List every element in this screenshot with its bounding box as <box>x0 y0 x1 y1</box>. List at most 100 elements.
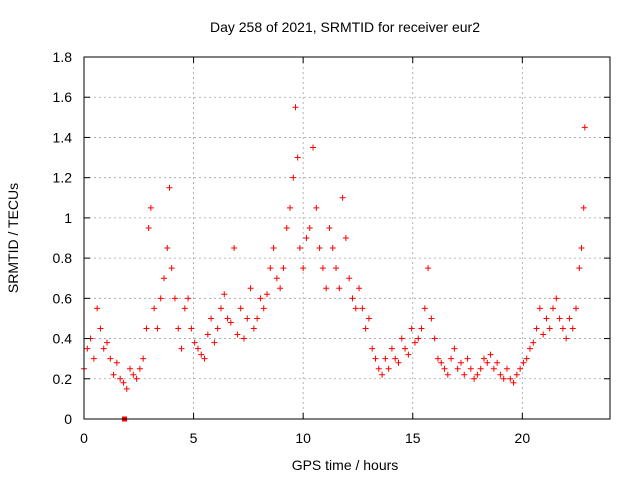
data-point <box>546 325 553 332</box>
data-point <box>240 335 247 342</box>
y-tick-label: 1.2 <box>53 170 73 186</box>
x-tick-label: 0 <box>80 430 88 446</box>
data-point <box>326 224 333 231</box>
data-point <box>523 355 530 362</box>
data-point <box>237 305 244 312</box>
data-point <box>490 365 497 372</box>
data-point <box>540 331 547 338</box>
data-point <box>441 365 448 372</box>
data-point <box>104 339 111 346</box>
data-point <box>352 305 359 312</box>
data-point <box>110 371 117 378</box>
data-point <box>451 345 458 352</box>
y-tick-label: 0.4 <box>53 331 73 347</box>
x-tick-label: 5 <box>190 430 198 446</box>
data-point <box>168 265 175 272</box>
data-point <box>388 345 395 352</box>
data-point <box>143 325 150 332</box>
data-point <box>254 315 261 322</box>
data-point <box>123 385 130 392</box>
x-tick-label: 20 <box>515 430 531 446</box>
data-point <box>221 291 228 298</box>
data-point <box>365 315 372 322</box>
data-point <box>201 355 208 362</box>
data-point <box>336 285 343 292</box>
data-point <box>379 371 386 378</box>
data-point <box>260 305 267 312</box>
data-point <box>194 345 201 352</box>
data-point <box>530 339 537 346</box>
data-point <box>520 359 527 366</box>
data-point <box>270 245 277 252</box>
data-point <box>581 124 588 131</box>
data-point <box>438 359 445 366</box>
data-point <box>140 355 147 362</box>
data-point <box>160 275 167 282</box>
data-point <box>136 365 143 372</box>
data-point <box>510 379 517 386</box>
data-point <box>559 325 566 332</box>
data-point <box>573 305 580 312</box>
data-point <box>90 355 97 362</box>
data-point <box>411 339 418 346</box>
chart-title: Day 258 of 2021, SRMTID for receiver eur… <box>210 19 480 35</box>
data-point <box>277 285 284 292</box>
data-point <box>306 224 313 231</box>
data-point <box>425 265 432 272</box>
data-point <box>533 325 540 332</box>
data-point <box>356 285 363 292</box>
y-tick-label: 0 <box>64 411 72 427</box>
x-tick-label: 15 <box>405 430 421 446</box>
data-point <box>273 275 280 282</box>
data-point <box>543 315 550 322</box>
data-point <box>359 305 366 312</box>
data-point <box>517 365 524 372</box>
data-point <box>395 359 402 366</box>
data-point <box>556 315 563 322</box>
data-point <box>385 365 392 372</box>
data-point <box>369 345 376 352</box>
data-point <box>100 345 107 352</box>
data-point <box>553 295 560 302</box>
data-point <box>97 325 104 332</box>
data-point <box>448 355 455 362</box>
data-point <box>151 305 158 312</box>
data-point <box>444 371 451 378</box>
data-point <box>405 351 412 358</box>
data-point <box>497 371 504 378</box>
data-point <box>484 359 491 366</box>
data-point <box>283 224 290 231</box>
x-tick-label: 10 <box>295 430 311 446</box>
data-point <box>133 375 140 382</box>
data-point <box>578 245 585 252</box>
data-point <box>507 375 514 382</box>
data-point <box>227 319 234 326</box>
data-point <box>434 355 441 362</box>
data-point <box>84 345 91 352</box>
data-point <box>362 325 369 332</box>
data-point <box>392 355 399 362</box>
data-point <box>536 305 543 312</box>
data-point <box>477 365 484 372</box>
data-point <box>166 184 173 191</box>
x-axis-title: GPS time / hours <box>292 457 399 473</box>
data-point <box>428 315 435 322</box>
data-point <box>292 104 299 111</box>
data-point <box>464 355 471 362</box>
data-point <box>569 325 576 332</box>
data-point <box>107 355 114 362</box>
tick-layer: 0 0.2 0.4 0.6 0.8 1 1.2 1.4 1.6 1.8 0 5 10 15 20 <box>53 49 610 446</box>
data-point <box>349 295 356 302</box>
data-point <box>208 315 215 322</box>
y-tick-label: 1 <box>64 210 72 226</box>
data-point <box>204 331 211 338</box>
data-point <box>471 375 478 382</box>
data-point <box>319 265 326 272</box>
data-point <box>171 295 178 302</box>
data-point <box>217 305 224 312</box>
data-point <box>454 365 461 372</box>
data-point <box>154 325 161 332</box>
data-point <box>127 365 134 372</box>
data-point <box>398 335 405 342</box>
